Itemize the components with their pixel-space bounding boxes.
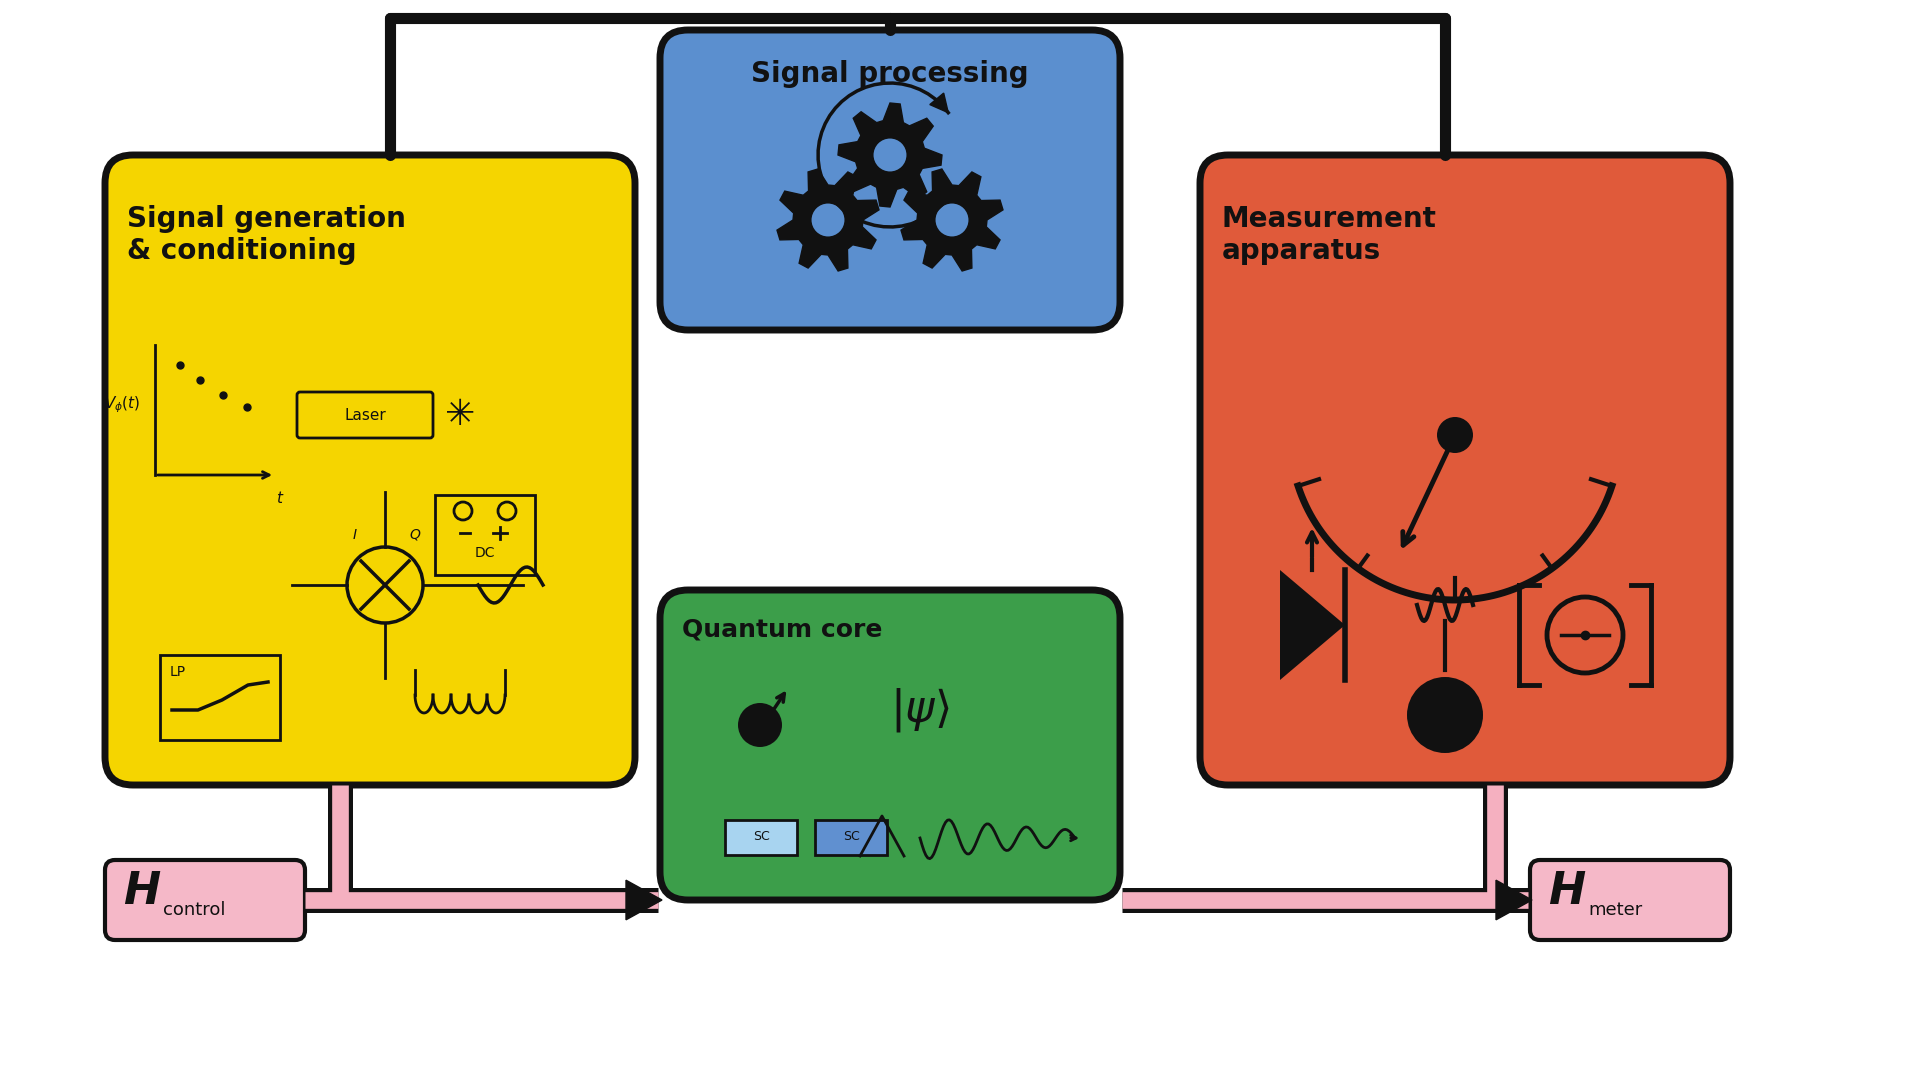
Text: SC: SC (753, 831, 770, 843)
Polygon shape (837, 103, 943, 207)
Circle shape (935, 203, 970, 238)
FancyBboxPatch shape (1200, 156, 1730, 785)
Circle shape (872, 137, 908, 173)
Circle shape (348, 546, 422, 623)
FancyBboxPatch shape (159, 654, 280, 740)
Polygon shape (1496, 880, 1532, 920)
FancyBboxPatch shape (660, 590, 1119, 900)
Text: meter: meter (1588, 901, 1642, 919)
FancyBboxPatch shape (1530, 860, 1730, 940)
Text: Measurement
apparatus: Measurement apparatus (1221, 205, 1436, 266)
Circle shape (1436, 417, 1473, 453)
Text: control: control (163, 901, 225, 919)
FancyBboxPatch shape (298, 392, 434, 438)
FancyBboxPatch shape (814, 820, 887, 855)
FancyBboxPatch shape (660, 30, 1119, 330)
Text: $|\psi\rangle$: $|\psi\rangle$ (891, 686, 950, 734)
Text: Signal generation
& conditioning: Signal generation & conditioning (127, 205, 405, 266)
Text: Laser: Laser (344, 407, 386, 422)
Circle shape (1407, 677, 1482, 753)
Polygon shape (626, 880, 662, 920)
Text: Q: Q (409, 528, 420, 542)
Text: LP: LP (171, 665, 186, 679)
Polygon shape (778, 168, 879, 271)
Text: H: H (1548, 870, 1586, 914)
Polygon shape (1281, 570, 1346, 680)
Text: H: H (123, 870, 159, 914)
Text: DC: DC (474, 546, 495, 561)
FancyBboxPatch shape (106, 860, 305, 940)
Text: Signal processing: Signal processing (751, 60, 1029, 87)
Text: $V_\phi(t)$: $V_\phi(t)$ (104, 394, 140, 416)
Text: Quantum core: Quantum core (682, 618, 883, 642)
Circle shape (810, 203, 845, 238)
FancyBboxPatch shape (726, 820, 797, 855)
FancyBboxPatch shape (106, 156, 636, 785)
Text: ✳: ✳ (445, 399, 474, 432)
Polygon shape (900, 168, 1002, 271)
Circle shape (737, 703, 781, 747)
Polygon shape (929, 93, 948, 112)
Text: $t$: $t$ (276, 490, 284, 507)
Text: SC: SC (843, 831, 860, 843)
Text: I: I (353, 528, 357, 542)
FancyBboxPatch shape (436, 495, 536, 575)
